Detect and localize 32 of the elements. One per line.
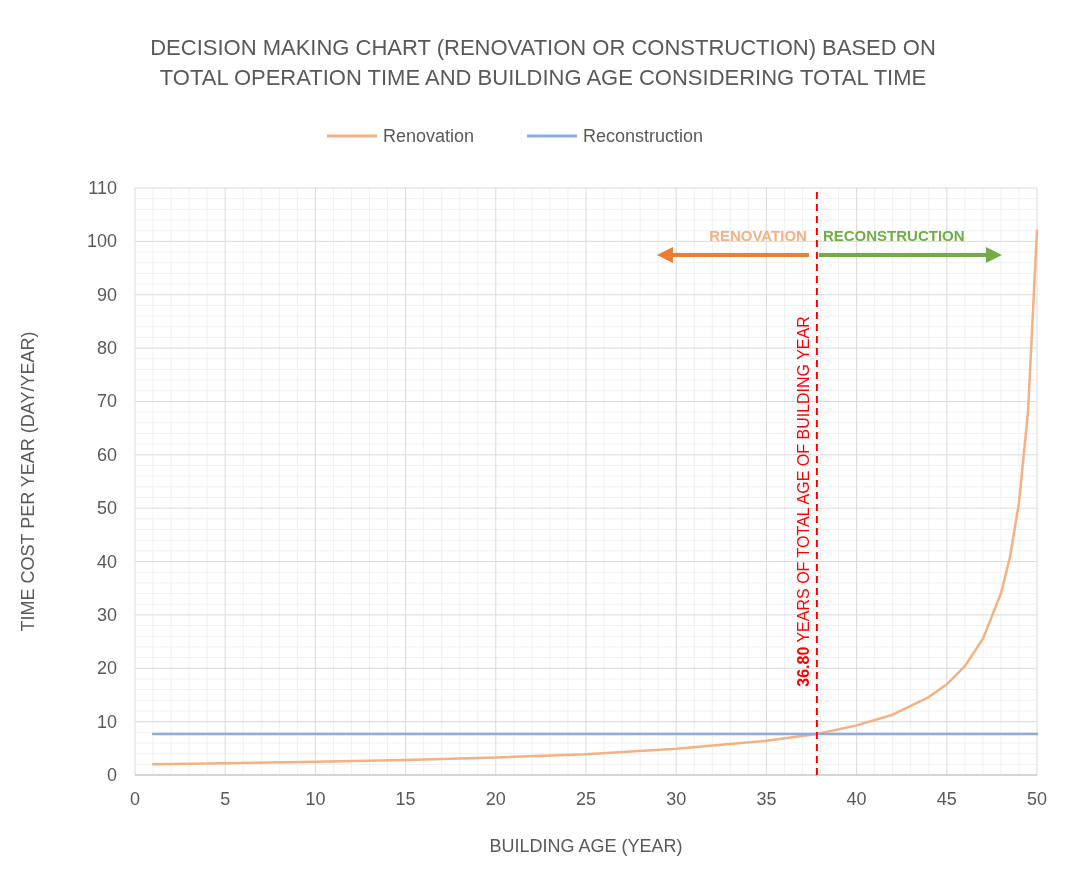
y-tick-label: 10: [96, 711, 117, 732]
legend-label: Reconstruction: [583, 126, 704, 146]
x-tick-label: 20: [485, 789, 506, 809]
y-tick-label: 0: [106, 765, 117, 785]
line-series: [151, 229, 1039, 766]
y-tick-label: 90: [96, 284, 117, 305]
chart-title: DECISION MAKING CHART (RENOVATION OR CONSTRUCTION) BASED ON TOTAL OPERATION TIME AND BUILDING AGE CONSIDERING TOTAL TIME: [150, 35, 936, 90]
y-axis-title: TIME COST PER YEAR (DAY/YEAR): [18, 331, 38, 632]
x-tick-label: 30: [666, 789, 687, 809]
y-tick-label: 20: [96, 658, 117, 679]
x-tick-label: 25: [575, 789, 597, 809]
x-tick-label: 0: [129, 789, 141, 809]
x-tick-label: 35: [756, 789, 777, 809]
x-tick-label: 40: [846, 789, 867, 809]
x-tick-label: 15: [395, 789, 416, 809]
y-tick-label: 110: [88, 178, 117, 198]
y-tick-label: 60: [96, 444, 117, 465]
y-tick-label: 30: [96, 604, 117, 625]
y-tick-label: 70: [96, 391, 117, 412]
y-tick-label: 40: [96, 551, 117, 572]
x-tick-label: 45: [936, 789, 957, 809]
x-tick-label: 5: [220, 789, 231, 809]
legend-label: Renovation: [383, 126, 475, 146]
y-tick-label: 80: [96, 338, 117, 359]
x-tick-label: 10: [305, 789, 326, 809]
x-axis-title: BUILDING AGE (YEAR): [489, 836, 683, 856]
y-tick-label: 50: [96, 498, 117, 519]
ref-line-label: 36.80 YEARS OF TOTAL AGE OF BUILDING YEAR: [794, 316, 812, 687]
annotation: RENOVATION: [709, 227, 807, 244]
x-tick-label: 50: [1026, 789, 1048, 809]
annotation: RECONSTRUCTION: [822, 227, 965, 244]
y-tick-label: 100: [86, 231, 117, 252]
